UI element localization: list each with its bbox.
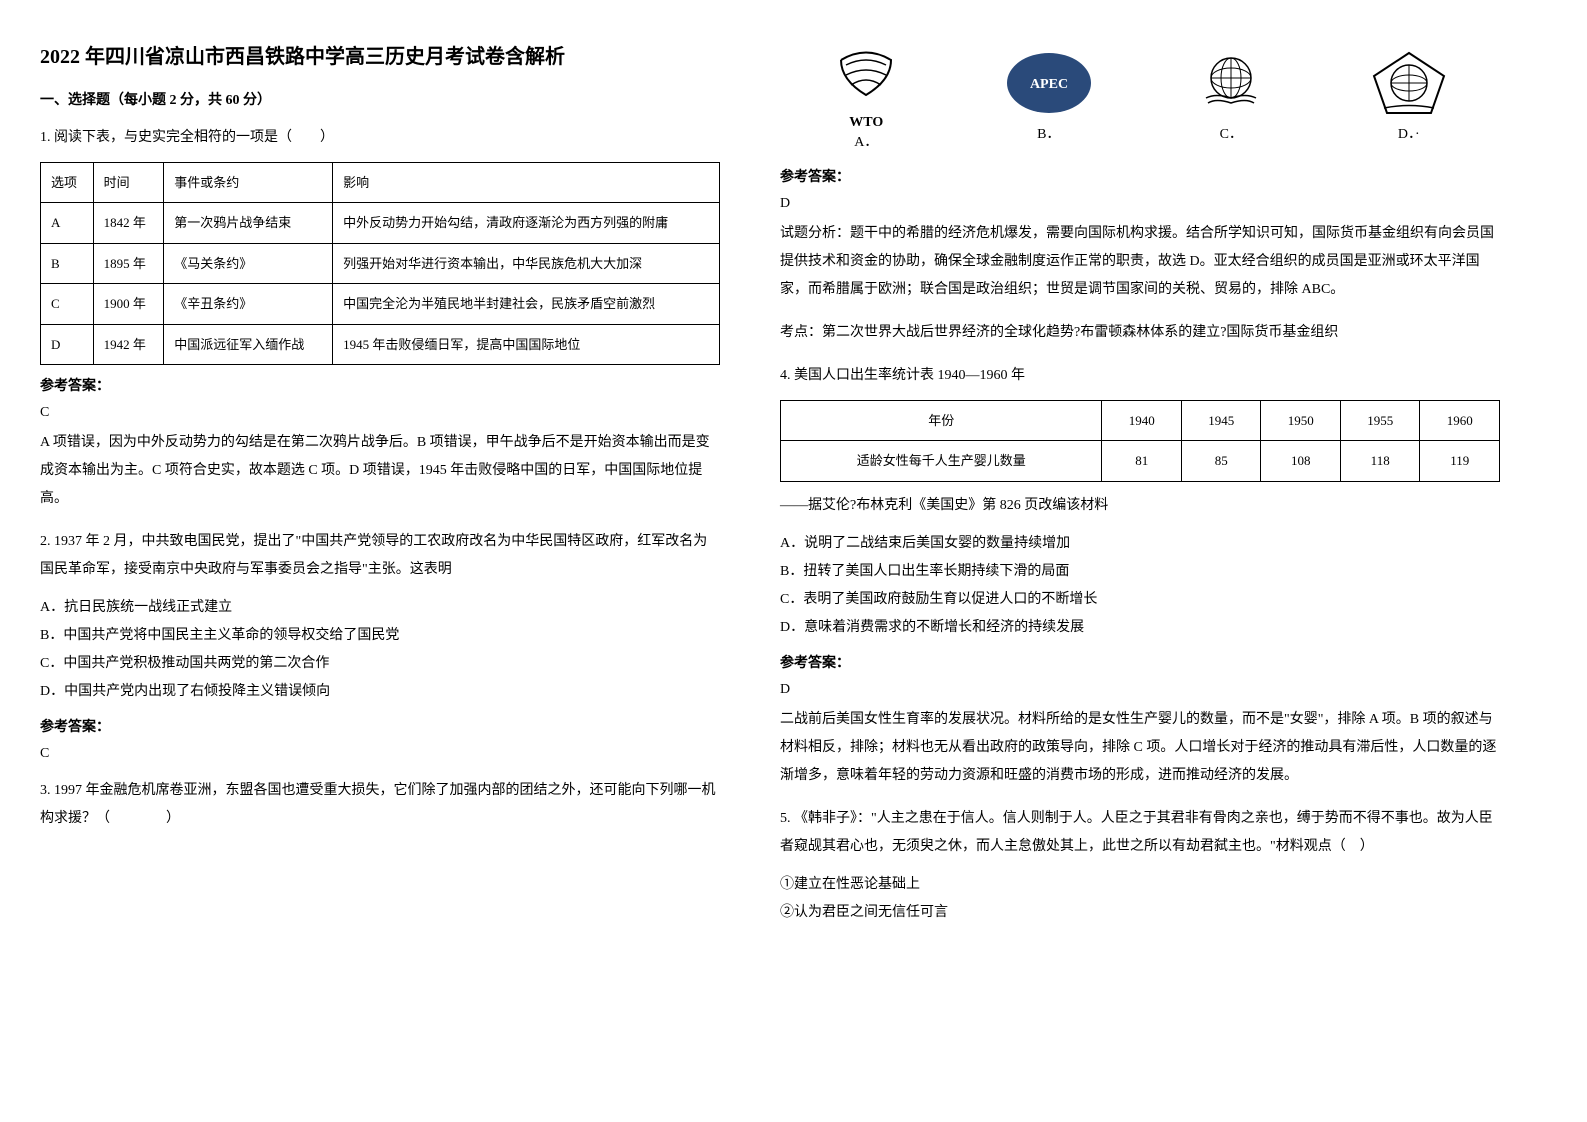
logo-apec: APEC B． — [1004, 48, 1094, 143]
table-header: 1940 — [1102, 401, 1182, 441]
table-header: 1960 — [1420, 401, 1500, 441]
table-cell: 118 — [1340, 441, 1420, 481]
question-5-stem: 5. 《韩非子》："人主之患在于信人。信人则制于人。人臣之于其君非有骨肉之亲也，… — [780, 805, 1500, 861]
answer-label: 参考答案： — [40, 375, 720, 395]
table-cell: 81 — [1102, 441, 1182, 481]
wto-caption: WTO — [831, 115, 901, 131]
answer-label: 参考答案： — [40, 716, 720, 736]
table-cell: 《马关条约》 — [164, 243, 333, 283]
question-5: 5. 《韩非子》："人主之患在于信人。信人则制于人。人臣之于其君非有骨肉之亲也，… — [780, 805, 1500, 927]
option-2a: A．抗日民族统一战线正式建立 — [40, 594, 720, 622]
question-3-stem-block: 3. 1997 年金融危机席卷亚洲，东盟各国也遭受重大损失，它们除了加强内部的团… — [40, 777, 720, 833]
table-cell: 列强开始对华进行资本输出，中华民族危机大大加深 — [333, 243, 720, 283]
left-column: 2022 年四川省凉山市西昌铁路中学高三历史月考试卷含解析 一、选择题（每小题 … — [40, 40, 720, 942]
question-2-stem: 2. 1937 年 2 月，中共致电国民党，提出了"中国共产党领导的工农政府改名… — [40, 528, 720, 584]
table-cell: A — [41, 203, 94, 243]
apec-icon: APEC — [1004, 48, 1094, 118]
analysis-3: 试题分析：题干中的希腊的经济危机爆发，需要向国际机构求援。结合所学知识可知，国际… — [780, 220, 1500, 304]
table-cell: 适龄女性每千人生产婴儿数量 — [781, 441, 1102, 481]
table-cell: 1945 年击败侵缅日军，提高中国国际地位 — [333, 324, 720, 364]
logo-label-c: C． — [1196, 123, 1266, 143]
imf-icon — [1369, 48, 1449, 118]
wto-icon — [831, 40, 901, 110]
svg-text:APEC: APEC — [1030, 77, 1068, 92]
table-cell: 85 — [1181, 441, 1261, 481]
answer-1: C — [40, 405, 720, 421]
table-cell: D — [41, 324, 94, 364]
table-cell: 中国完全沦为半殖民地半封建社会，民族矛盾空前激烈 — [333, 284, 720, 324]
option-2d: D．中国共产党内出现了右倾投降主义错误倾向 — [40, 678, 720, 706]
page-container: 2022 年四川省凉山市西昌铁路中学高三历史月考试卷含解析 一、选择题（每小题 … — [40, 40, 1547, 942]
question-1-table: 选项 时间 事件或条约 影响 A 1842 年 第一次鸦片战争结束 中外反动势力… — [40, 162, 720, 365]
kaodian-3: 考点：第二次世界大战后世界经济的全球化趋势?布雷顿森林体系的建立?国际货币基金组… — [780, 319, 1500, 347]
option-5-2: ②认为君臣之间无信任可言 — [780, 899, 1500, 927]
question-4-stem: 4. 美国人口出生率统计表 1940—1960 年 — [780, 362, 1500, 390]
table-header: 时间 — [93, 163, 164, 203]
option-4a: A．说明了二战结束后美国女婴的数量持续增加 — [780, 530, 1500, 558]
table-cell: B — [41, 243, 94, 283]
option-4b: B．扭转了美国人口出生率长期持续下滑的局面 — [780, 558, 1500, 586]
table-header: 1950 — [1261, 401, 1341, 441]
question-2: 2. 1937 年 2 月，中共致电国民党，提出了"中国共产党领导的工农政府改名… — [40, 528, 720, 762]
analysis-4: 二战前后美国女性生育率的发展状况。材料所给的是女性生产婴儿的数量，而不是"女婴"… — [780, 706, 1500, 790]
table-cell: 1942 年 — [93, 324, 164, 364]
answer-3: D — [780, 196, 1500, 212]
option-2b: B．中国共产党将中国民主主义革命的领导权交给了国民党 — [40, 622, 720, 650]
table-cell: 119 — [1420, 441, 1500, 481]
section-heading: 一、选择题（每小题 2 分，共 60 分） — [40, 89, 720, 109]
question-4-source: ——据艾伦?布林克利《美国史》第 826 页改编该材料 — [780, 492, 1500, 520]
table-header: 事件或条约 — [164, 163, 333, 203]
option-2c: C．中国共产党积极推动国共两党的第二次合作 — [40, 650, 720, 678]
answer-2: C — [40, 746, 720, 762]
right-column: WTO A． APEC B． — [780, 40, 1500, 942]
table-cell: 1895 年 — [93, 243, 164, 283]
logos-row: WTO A． APEC B． — [780, 40, 1500, 151]
question-3-stem: 3. 1997 年金融危机席卷亚洲，东盟各国也遭受重大损失，它们除了加强内部的团… — [40, 777, 720, 833]
table-header: 影响 — [333, 163, 720, 203]
exam-title: 2022 年四川省凉山市西昌铁路中学高三历史月考试卷含解析 — [40, 40, 720, 69]
table-cell: 108 — [1261, 441, 1341, 481]
question-4: 4. 美国人口出生率统计表 1940—1960 年 年份 1940 1945 1… — [780, 362, 1500, 790]
table-header: 1945 — [1181, 401, 1261, 441]
table-cell: 1900 年 — [93, 284, 164, 324]
answer-4: D — [780, 682, 1500, 698]
question-1-stem: 1. 阅读下表，与史实完全相符的一项是（ ） — [40, 124, 720, 152]
table-cell: 中外反动势力开始勾结，清政府逐渐沦为西方列强的附庸 — [333, 203, 720, 243]
answer-label-3: 参考答案： — [780, 166, 1500, 186]
table-cell: 《辛丑条约》 — [164, 284, 333, 324]
analysis-1: A 项错误，因为中外反动势力的勾结是在第二次鸦片战争后。B 项错误，甲午战争后不… — [40, 429, 720, 513]
option-4d: D．意味着消费需求的不断增长和经济的持续发展 — [780, 614, 1500, 642]
table-header: 选项 — [41, 163, 94, 203]
table-header: 1955 — [1340, 401, 1420, 441]
logo-label-a: A． — [831, 131, 901, 151]
option-4c: C．表明了美国政府鼓励生育以促进人口的不断增长 — [780, 586, 1500, 614]
question-1: 1. 阅读下表，与史实完全相符的一项是（ ） 选项 时间 事件或条约 影响 A … — [40, 124, 720, 513]
logo-label-d: D．· — [1369, 123, 1449, 143]
table-cell: 中国派远征军入缅作战 — [164, 324, 333, 364]
answer-label-4: 参考答案： — [780, 652, 1500, 672]
logo-wto: WTO A． — [831, 40, 901, 151]
table-cell: 第一次鸦片战争结束 — [164, 203, 333, 243]
table-cell: C — [41, 284, 94, 324]
un-icon — [1196, 48, 1266, 118]
question-4-table: 年份 1940 1945 1950 1955 1960 适龄女性每千人生产婴儿数… — [780, 400, 1500, 482]
table-header: 年份 — [781, 401, 1102, 441]
logo-label-b: B． — [1004, 123, 1094, 143]
table-cell: 1842 年 — [93, 203, 164, 243]
option-5-1: ①建立在性恶论基础上 — [780, 871, 1500, 899]
logo-un: C． — [1196, 48, 1266, 143]
logo-imf: D．· — [1369, 48, 1449, 143]
